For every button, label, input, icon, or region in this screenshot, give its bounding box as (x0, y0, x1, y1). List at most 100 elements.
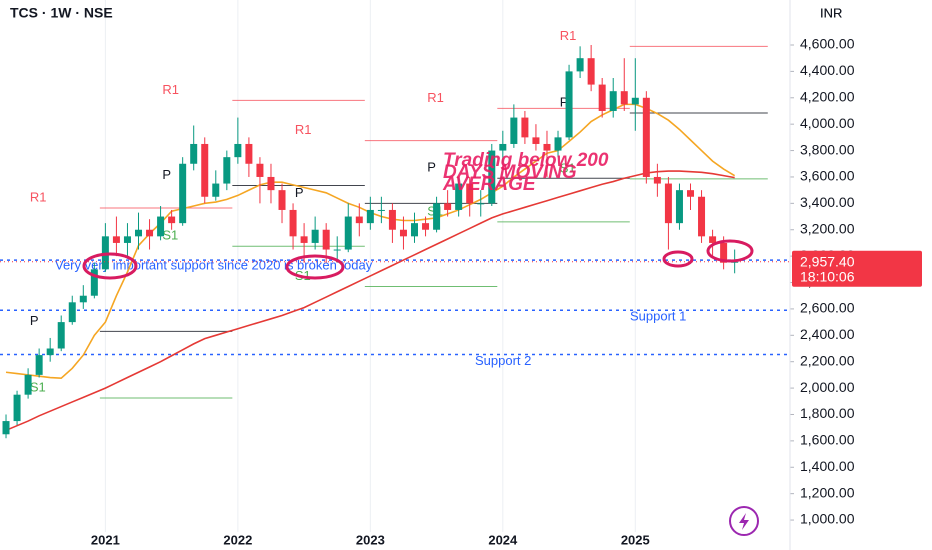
highlight-circle (82, 252, 138, 280)
moving-average (5, 170, 735, 432)
candle-body (289, 209, 297, 237)
candle-body (333, 249, 341, 251)
y-tick-label: 1,600.00 (800, 432, 855, 448)
candle-body (388, 209, 396, 230)
candle-body (609, 91, 617, 111)
y-tick-label: 3,400.00 (800, 194, 855, 210)
candle-body (377, 209, 385, 211)
x-tick-label: 2023 (356, 532, 385, 547)
candle-body (245, 143, 253, 164)
y-tick-label: 3,600.00 (800, 168, 855, 184)
y-tick-label: 4,000.00 (800, 115, 855, 131)
trend-annotation: AVERAGE (442, 174, 537, 195)
candle-body (698, 196, 706, 237)
pivot-label: R1 (560, 28, 577, 43)
candle-body (444, 203, 452, 210)
symbol-title: TCS · 1W · NSE (10, 5, 113, 21)
candle-body (510, 117, 518, 144)
pivot-label: S1 (30, 379, 46, 394)
candle-body (322, 229, 330, 250)
candle-body (344, 216, 352, 250)
candle-body (543, 143, 551, 151)
support-label: Support 1 (630, 309, 686, 324)
candle-body (79, 295, 87, 303)
candle-body (466, 183, 474, 204)
candle-body (488, 150, 496, 204)
y-tick-label: 4,600.00 (800, 36, 855, 52)
candle-body (267, 176, 275, 191)
candle-body (46, 348, 54, 356)
y-tick-label: 2,600.00 (800, 300, 855, 316)
candle-body (2, 421, 10, 435)
y-tick-label: 1,800.00 (800, 405, 855, 421)
pivot-label: R1 (295, 122, 312, 137)
y-tick-label: 4,400.00 (800, 62, 855, 78)
highlight-circle (706, 239, 754, 263)
candle-body (256, 163, 264, 177)
candle-body (212, 183, 220, 197)
candle-body (35, 355, 43, 375)
candle-body (532, 137, 540, 144)
candle-body (190, 143, 198, 164)
pivot-label: R1 (162, 82, 179, 97)
candle-body (477, 203, 485, 205)
candle-body (311, 229, 319, 243)
candle-body (179, 163, 187, 224)
candle-body (675, 190, 683, 224)
candle-body (355, 216, 363, 224)
candle-body (709, 236, 717, 243)
pivot-label: P (560, 94, 569, 109)
highlight-circle (285, 254, 345, 280)
y-tick-label: 4,200.00 (800, 88, 855, 104)
candle-body (112, 236, 120, 243)
y-tick-label: 3,800.00 (800, 141, 855, 157)
candle-body (587, 58, 595, 85)
candle-body (620, 91, 628, 105)
candle-body (653, 176, 661, 184)
candle-body (157, 216, 165, 237)
candle-body (642, 97, 650, 177)
currency: INR (820, 5, 842, 20)
x-tick-label: 2022 (223, 532, 252, 547)
candle-body (168, 216, 176, 224)
pivot-label: R1 (30, 189, 47, 204)
candle-body (234, 143, 242, 158)
pivot-label: S1 (162, 228, 178, 243)
candle-body (123, 236, 131, 243)
candle-body (576, 58, 584, 72)
candle-body (499, 143, 507, 151)
candle-body (223, 157, 231, 184)
x-tick-label: 2024 (488, 532, 518, 547)
y-tick-label: 2,200.00 (800, 352, 855, 368)
candle-body (720, 242, 728, 263)
candle-body (399, 229, 407, 237)
y-tick-label: 1,000.00 (800, 511, 855, 527)
candle-body (201, 143, 209, 197)
candle-body (554, 137, 562, 151)
candle-body (631, 97, 639, 105)
candle-body (411, 223, 418, 237)
candle-body (146, 229, 154, 237)
y-tick-label: 1,200.00 (800, 484, 855, 500)
pivot-label: P (295, 185, 304, 200)
y-tick-label: 1,400.00 (800, 458, 855, 474)
candle-body (521, 117, 529, 138)
x-tick-label: 2021 (91, 532, 120, 547)
pivot-label: P (162, 167, 171, 182)
pivot-label: P (30, 313, 39, 328)
lightning-icon (739, 513, 749, 530)
candle-body (13, 394, 21, 422)
pivot-label: S1 (560, 160, 576, 175)
candle-body (135, 229, 142, 237)
x-tick-label: 2025 (621, 532, 650, 547)
candle-body (422, 223, 430, 230)
y-tick-label: 2,000.00 (800, 379, 855, 395)
candle-body (598, 84, 606, 111)
candle-body (687, 190, 694, 197)
trend-annotation: DAYS MOVING (443, 162, 577, 183)
pivot-label: P (427, 160, 436, 175)
